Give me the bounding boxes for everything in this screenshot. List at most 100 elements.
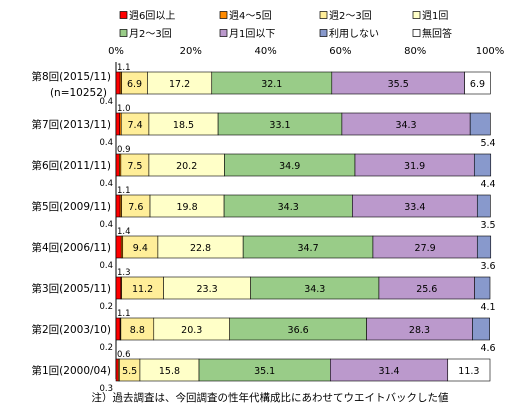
value-label-7-4: 35.1 [254, 366, 275, 377]
value-label-4-1: 0.4 [99, 261, 113, 271]
value-label-0-5: 35.5 [388, 79, 409, 90]
row-label-2: 第6回(2011/11) [32, 159, 112, 172]
value-label-6-2: 8.8 [130, 325, 145, 336]
value-label-1-1: 0.4 [99, 138, 113, 148]
legend-label-5: 月1回以下 [229, 28, 275, 40]
bar-segment-1-6 [469, 112, 491, 136]
x-tick-label-5: 100% [476, 46, 505, 57]
bar-segment-3-0 [115, 194, 121, 218]
value-label-1-3: 18.5 [173, 120, 194, 131]
value-label-2-0: 0.9 [117, 145, 131, 155]
legend-swatch-7 [412, 29, 421, 37]
x-tick-label-1: 20% [180, 46, 202, 57]
value-label-5-2: 11.2 [132, 284, 153, 295]
value-label-0-4: 32.1 [261, 79, 282, 90]
value-label-5-5: 25.6 [416, 284, 437, 295]
legend-swatch-1 [219, 11, 228, 19]
bar-segment-5-6 [474, 276, 491, 300]
legend-label-3: 週1回 [422, 10, 448, 22]
legend-label-2: 週2〜3回 [329, 10, 372, 22]
row-label-4: 第4回(2006/11) [32, 241, 112, 254]
value-label-3-4: 34.3 [278, 202, 299, 213]
value-label-6-4: 36.6 [288, 325, 309, 336]
bar-row-0: 第8回(2015/11) (n=10252) 1.1 0.4 6.9 17.2 32.1 35… [32, 63, 491, 107]
value-label-3-5: 33.4 [404, 202, 425, 213]
value-label-4-4: 34.7 [297, 243, 318, 254]
value-label-7-3: 15.8 [159, 366, 180, 377]
value-label-4-2: 9.4 [133, 243, 148, 254]
value-label-5-3: 23.3 [196, 284, 217, 295]
legend-swatch-4 [119, 29, 128, 37]
value-label-1-0: 1.0 [117, 104, 131, 114]
row-sublabel-0: (n=10252) [50, 87, 107, 99]
value-label-0-2: 6.9 [127, 79, 142, 90]
row-label-5: 第3回(2005/11) [32, 282, 112, 295]
value-label-0-3: 17.2 [169, 79, 190, 90]
bar-segment-4-0 [115, 235, 122, 259]
value-label-7-1: 0.3 [99, 384, 113, 394]
bar-row-1: 第7回(2013/11) 1.0 0.4 7.4 18.5 33.1 34.3 5.4 [32, 104, 496, 149]
x-tick-label-3: 60% [329, 46, 351, 57]
value-label-4-6: 3.6 [480, 261, 495, 272]
value-label-7-7: 11.3 [458, 366, 479, 377]
bar-row-2: 第6回(2011/11) 0.9 0.4 7.5 20.2 34.9 31.9 4.4 [32, 145, 496, 190]
value-label-3-3: 19.8 [176, 202, 197, 213]
value-label-1-2: 7.4 [128, 120, 143, 131]
bar-segment-1-0 [115, 112, 121, 136]
value-label-3-0: 1.1 [117, 186, 131, 196]
legend-label-7: 無回答 [422, 27, 452, 40]
chart-note: 注）過去調査は、今回調査の性年代構成比にあわせてウエイトバックした値 [92, 391, 449, 404]
value-label-5-0: 1.3 [117, 268, 131, 278]
value-label-2-4: 34.9 [279, 161, 300, 172]
value-label-2-1: 0.4 [99, 179, 113, 189]
legend-swatch-2 [319, 11, 328, 19]
row-label-3: 第5回(2009/11) [32, 200, 112, 213]
value-label-5-4: 34.3 [304, 284, 325, 295]
value-label-0-0: 1.1 [117, 63, 131, 73]
bar-segment-7-7 [447, 358, 491, 382]
value-label-1-4: 33.1 [269, 120, 290, 131]
bar-row-4: 第4回(2006/11) 1.4 0.4 9.4 22.8 34.7 27.9 3.6 [32, 227, 496, 272]
value-label-2-2: 7.5 [127, 161, 142, 172]
value-label-3-1: 0.4 [99, 220, 113, 230]
legend-label-1: 週4〜5回 [229, 10, 272, 22]
bar-row-3: 第5回(2009/11) 1.1 0.4 7.6 19.8 34.3 33.4 3.5 [32, 186, 496, 231]
bar-segment-2-0 [115, 153, 120, 177]
bar-row-5: 第3回(2005/11) 1.3 0.2 11.2 23.3 34.3 25.6 4.1 [32, 268, 496, 313]
bar-segment-5-0 [115, 276, 122, 300]
value-label-0-1: 0.4 [99, 97, 113, 107]
legend-swatch-0 [119, 11, 128, 19]
value-label-7-0: 0.6 [117, 350, 131, 360]
legend-label-0: 週6回以上 [129, 10, 175, 22]
value-label-2-3: 20.2 [176, 161, 197, 172]
value-label-7-2: 5.5 [122, 366, 137, 377]
bar-segment-0-0 [115, 71, 121, 95]
bar-segment-3-6 [476, 194, 491, 218]
value-label-2-5: 31.9 [404, 161, 425, 172]
value-label-6-6: 4.6 [480, 343, 495, 354]
value-label-2-6: 4.4 [480, 179, 495, 190]
bar-row-7: 第1回(2000/04) 0.6 0.3 5.5 15.8 35.1 31.4 11.3 [32, 350, 491, 394]
value-label-6-0: 1.1 [117, 309, 131, 319]
bar-segment-0-7 [464, 71, 491, 95]
value-label-1-5: 34.3 [395, 120, 416, 131]
legend-swatch-3 [412, 11, 421, 19]
value-label-4-0: 1.4 [117, 227, 131, 237]
value-label-6-5: 28.3 [409, 325, 430, 336]
row-label-6: 第2回(2003/10) [32, 323, 112, 336]
bar-row-6: 第2回(2003/10) 1.1 0.2 8.8 20.3 36.6 28.3 4.6 [32, 309, 496, 354]
value-label-4-3: 22.8 [190, 243, 211, 254]
value-label-6-3: 20.3 [181, 325, 202, 336]
value-label-0-7: 6.9 [470, 79, 485, 90]
legend-swatch-5 [219, 29, 228, 37]
value-label-4-5: 27.9 [415, 243, 436, 254]
value-label-3-6: 3.5 [480, 220, 495, 231]
bar-segment-6-0 [115, 317, 121, 341]
value-label-3-2: 7.6 [128, 202, 143, 213]
legend-label-4: 月2〜3回 [129, 28, 172, 40]
bar-segment-7-0 [115, 358, 119, 382]
x-tick-label-0: 0% [108, 46, 124, 57]
row-label-0: 第8回(2015/11) [32, 70, 112, 83]
